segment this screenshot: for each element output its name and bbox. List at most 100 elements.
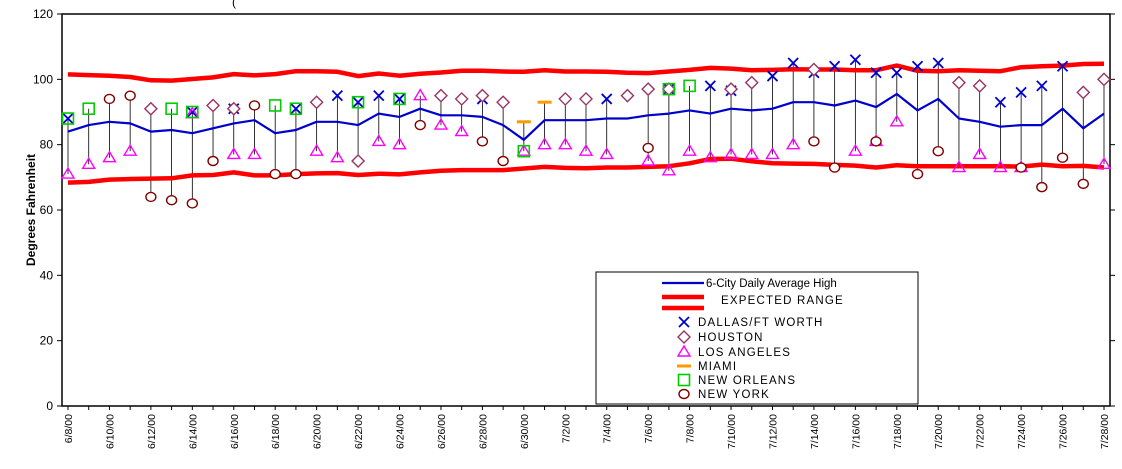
houston-point [1097,72,1111,87]
legend-box [595,271,919,405]
y-tick-label: 40 [40,268,54,282]
y-tick-label: 100 [33,72,53,86]
los-angeles-point [454,124,469,137]
new-york-point [186,198,199,209]
los-angeles-point [889,114,905,127]
los-angeles-point [785,137,801,150]
new-york-point [1056,152,1069,163]
los-angeles-point [723,147,739,160]
houston-point [1076,85,1091,100]
los-angeles-point [993,160,1008,173]
los-angeles-point [413,88,428,101]
x-tick-label: 6/16/00 [229,414,241,449]
expected-range-lower-line [67,156,1105,185]
x-tick-label: 6/10/00 [104,414,116,449]
plot-area: 0 20 40 60 80 100 120 6/8/00 6/10/00 6/12/00 6/14/… [33,7,1115,449]
x-tick-label: 6/8/00 [63,414,75,443]
new-orleans-point [186,105,199,119]
dallas-ft-worth-point [704,80,716,92]
dallas-ft-worth-point [891,67,903,79]
average-high-line [67,92,1105,141]
los-angeles-point [81,156,96,169]
los-angeles-point [122,143,138,156]
x-tick-label: 7/6/00 [643,414,655,443]
legend-label: MIAMI [698,361,737,373]
dallas-ft-worth-point [870,67,882,79]
houston-point [433,88,448,103]
new-york-point [248,100,261,111]
dallas-ft-worth-point [1036,80,1048,92]
x-tick-label: 6/22/00 [353,414,365,449]
new-orleans-point [82,102,96,116]
dallas-ft-worth-point [62,112,74,125]
y-axis-label: Degrees Fahrenheit [24,154,38,266]
y-tick-label: 20 [40,334,54,348]
dallas-ft-worth-point [186,106,198,118]
new-york-point [290,168,302,180]
legend-key-triangle [676,344,692,357]
y-tick-label: 80 [40,138,54,152]
x-tick-label: 6/26/00 [436,414,448,449]
houston-point [620,88,635,103]
los-angeles-point [537,137,552,150]
new-york-point [165,194,178,206]
x-tick-label: 7/8/00 [685,414,697,443]
dallas-ft-worth-point [601,93,613,105]
los-angeles-point [744,147,759,160]
legend-key-circle [678,388,690,400]
x-tick-label: 6/20/00 [312,414,324,449]
new-orleans-point [61,112,75,125]
los-angeles-point [226,147,241,160]
houston-point [496,95,511,110]
new-york-point [414,119,426,131]
los-angeles-point [330,150,345,163]
houston-point [226,101,241,116]
los-angeles-point [309,143,324,156]
los-angeles-point [951,160,967,173]
new-orleans-point [517,144,531,158]
new-york-point [145,191,157,203]
new-orleans-point [662,82,676,96]
x-tick-label: 7/10/00 [726,414,738,449]
new-orleans-point [683,79,696,93]
houston-point [475,88,490,103]
legend-key-x [678,316,690,328]
los-angeles-point [433,117,449,130]
x-tick-label: 7/12/00 [767,414,779,449]
houston-point [744,75,759,90]
houston-point [558,91,573,106]
legend-key-diamond [677,330,691,344]
los-angeles-point [848,143,863,156]
new-orleans-point [289,102,303,116]
legend-label: LOS ANGELES [698,347,791,359]
dallas-ft-worth-point [393,93,406,105]
new-york-point [1077,178,1089,190]
dallas-ft-worth-point [331,90,343,102]
dallas-ft-worth-point [829,60,841,72]
x-tick-label: 7/2/00 [560,414,572,443]
los-angeles-point [599,147,614,160]
new-orleans-point [165,102,178,116]
new-york-point [207,155,219,167]
legend: 6-City Daily Average High EXPECTED RANGE D… [595,271,919,405]
new-york-point [932,145,944,157]
los-angeles-point [247,147,262,160]
houston-point [579,91,593,106]
dallas-ft-worth-point [373,90,385,102]
houston-point [806,62,821,77]
los-angeles-point [516,143,532,156]
x-tick-label: 7/20/00 [933,414,945,449]
x-tick-label: 7/22/00 [975,414,987,449]
legend-label: NEW YORK [698,389,770,401]
x-tick-label: 7/4/00 [602,414,614,443]
x-tick-label: 7/26/00 [1058,414,1070,449]
x-tick-label: 7/14/00 [809,414,821,449]
los-angeles-point [371,134,387,147]
x-tick-label: 7/28/00 [1099,414,1111,449]
new-york-point [911,168,924,180]
new-york-point [808,136,820,147]
houston-point [972,78,987,93]
new-york-point [497,155,509,167]
dallas-ft-worth-point [787,57,799,69]
new-york-point [642,142,654,154]
